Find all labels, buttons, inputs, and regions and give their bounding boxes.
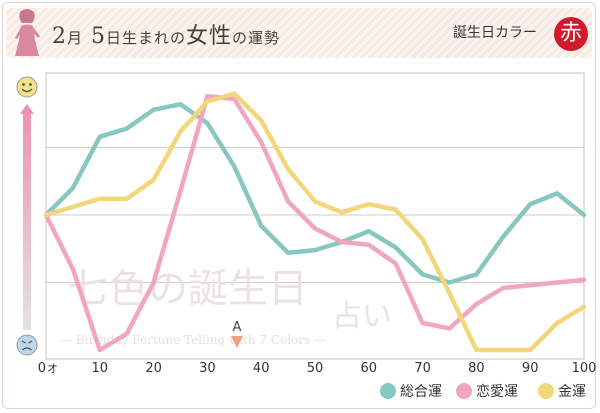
x-tick-30: 30: [199, 361, 216, 376]
smile-eye-left: [22, 83, 25, 86]
birth-color-badge: 赤: [554, 17, 588, 51]
worried-eye-left: [21, 340, 26, 344]
header-background: [6, 8, 592, 58]
plot-area-border: [45, 72, 585, 360]
legend-dot-total: [380, 383, 396, 399]
worried-mouth: [22, 347, 32, 351]
legend-label-money: 金運: [558, 384, 586, 400]
legend-dot-love: [456, 383, 472, 399]
series-line-money: [43, 91, 587, 353]
fortune-card: [2, 2, 596, 409]
header-banner: 2月 5日生まれの女性の運勢 誕生日カラー 赤: [6, 8, 592, 58]
legend-dot-money: [538, 383, 554, 399]
x-tick-70: 70: [414, 361, 431, 376]
x-tick-50: 50: [307, 361, 324, 376]
legend-item-love: 恋愛運: [456, 381, 518, 401]
x-tick-10: 10: [92, 361, 109, 376]
page-title: 2月 5日生まれの女性の運勢: [52, 18, 280, 50]
smiling-face-icon: [16, 76, 38, 98]
x-tick-20: 20: [145, 361, 162, 376]
smile-mouth: [21, 88, 33, 93]
title-month-number: 2: [52, 24, 67, 49]
smile-eye-right: [29, 83, 32, 86]
series-line-total: [43, 102, 587, 285]
legend-label-total: 総合運: [400, 384, 442, 400]
watermark-line1: 七色の誕生日: [68, 266, 308, 312]
series-line-love: [43, 93, 587, 353]
legend-item-total: 総合運: [380, 381, 442, 401]
birth-color-label: 誕生日カラー: [453, 25, 537, 41]
x-tick-0: 0: [38, 361, 46, 376]
title-month-unit: 月: [67, 29, 84, 47]
mood-meter-arrow: [20, 104, 34, 330]
x-tick-80: 80: [468, 361, 485, 376]
title-part-b: 女性: [186, 24, 233, 49]
legend-item-money: 金運: [538, 381, 586, 401]
title-day-number: 5: [91, 24, 107, 49]
x-tick-100: 100: [572, 361, 597, 376]
x-tick-60: 60: [361, 361, 378, 376]
x-tick-90: 90: [522, 361, 539, 376]
age-marker-arrow: [230, 336, 243, 348]
x-tick-40: 40: [253, 361, 270, 376]
title-part-a: 日生まれの: [106, 29, 187, 47]
legend-label-love: 恋愛運: [476, 384, 518, 400]
x-unit-label: オ: [47, 362, 58, 375]
worried-face-icon: [16, 334, 38, 356]
mood-meter: [16, 76, 38, 356]
age-marker-label: A: [233, 320, 242, 335]
watermark-line2: 占い: [332, 299, 392, 334]
watermark: 七色の誕生日 占い — Birthday Fortune Telling wit…: [60, 266, 392, 347]
woman-silhouette-icon: [15, 9, 40, 56]
worried-eye-right: [28, 340, 33, 344]
title-part-c: の運勢: [232, 29, 281, 47]
